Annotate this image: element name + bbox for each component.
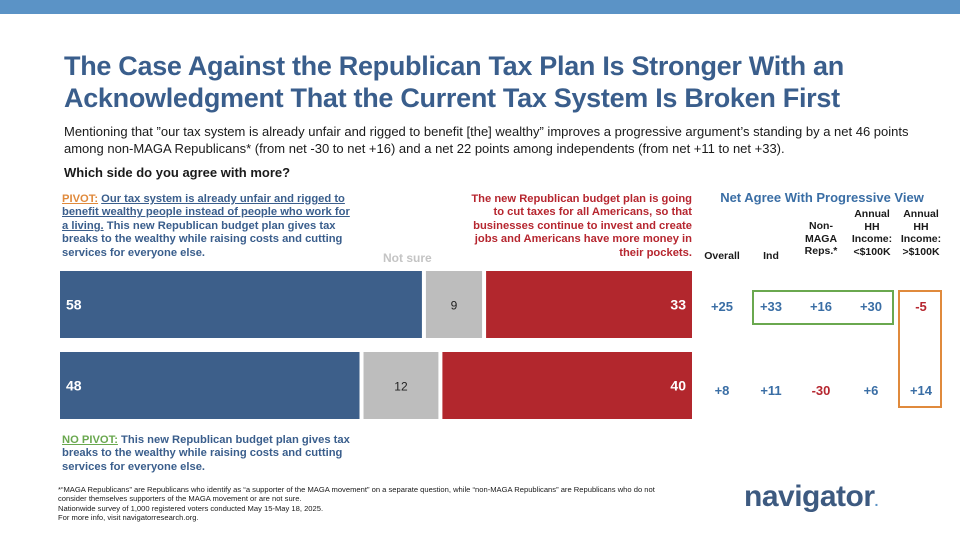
- bar-label-pivot-not-sure: 9: [451, 299, 458, 313]
- subtitle: Mentioning that ”our tax system is alrea…: [64, 124, 909, 156]
- question: Which side do you agree with more?: [64, 165, 291, 180]
- bar-label-no-pivot-progressive-statement: 48: [66, 378, 82, 394]
- page-title: The Case Against the Republican Tax Plan…: [64, 51, 844, 113]
- col-header-overall: Overall: [704, 250, 740, 262]
- col-header-non-maga: Non-MAGA Reps.*: [804, 220, 838, 257]
- pivot-tag: PIVOT:: [62, 193, 99, 205]
- net-value-r1-c1: +11: [760, 383, 782, 398]
- not-sure-label: Not sure: [383, 251, 432, 265]
- top-accent-bar: [0, 0, 960, 14]
- nopivot-tag: NO PIVOT:: [62, 434, 118, 446]
- bar-label-no-pivot-republican-statement: 40: [670, 378, 686, 394]
- navigator-logo: navigator.: [744, 480, 878, 514]
- col-header-income-over-100k: Annual HH Income: >$100K: [900, 208, 942, 258]
- footnote-survey: Nationwide survey of 1,000 registered vo…: [58, 503, 324, 513]
- net-value-r0-c3: +30: [859, 299, 883, 314]
- net-value-r1-c4: +14: [909, 383, 933, 398]
- net-value-r0-c0: +25: [710, 299, 734, 314]
- bar-no-pivot-progressive-statement: [60, 352, 360, 419]
- bar-label-no-pivot-not-sure: 12: [394, 380, 408, 394]
- bar-no-pivot-republican-statement: [442, 352, 692, 419]
- net-value-r1-c2: -30: [811, 383, 831, 398]
- highlight-box-green: [752, 290, 894, 325]
- bar-pivot-not-sure: [425, 271, 483, 338]
- footnote-more-info: For more info, visit navigatorresearch.o…: [58, 512, 199, 522]
- net-value-r1-c3: +6: [863, 383, 879, 398]
- bar-no-pivot-not-sure: [363, 352, 439, 419]
- net-value-r1-c0: +8: [714, 383, 730, 398]
- nopivot-statement: NO PIVOT: This new Republican budget pla…: [62, 434, 362, 474]
- net-value-r0-c4: -5: [915, 299, 927, 314]
- col-header-income-under-100k: Annual HH Income: <$100K: [851, 208, 893, 258]
- net-value-r0-c2: +16: [809, 299, 833, 314]
- republican-statement: The new Republican budget plan is going …: [471, 193, 692, 259]
- bar-pivot-progressive-statement: [60, 271, 422, 338]
- bar-pivot-republican-statement: [486, 271, 692, 338]
- footnote: *“MAGA Republicans” are Republicans who …: [58, 485, 658, 522]
- col-header-ind: Ind: [763, 250, 779, 262]
- pivot-rest-text: This new Republican budget plan gives ta…: [62, 219, 343, 259]
- footnote-definition: *“MAGA Republicans” are Republicans who …: [58, 485, 655, 504]
- net-table-title: Net Agree With Progressive View: [720, 190, 924, 205]
- net-value-r0-c1: +33: [759, 299, 783, 314]
- logo-text: navigator: [744, 480, 875, 513]
- pivot-statement: PIVOT: Our tax system is already unfair …: [62, 193, 352, 260]
- bar-label-pivot-republican-statement: 33: [670, 297, 686, 313]
- bar-label-pivot-progressive-statement: 58: [66, 297, 82, 313]
- highlight-box-orange: [898, 290, 942, 408]
- logo-dot: .: [874, 493, 879, 509]
- nopivot-rest-text: This new Republican budget plan gives ta…: [62, 434, 350, 473]
- pivot-underlined-text: Our tax system is already unfair and rig…: [62, 193, 350, 232]
